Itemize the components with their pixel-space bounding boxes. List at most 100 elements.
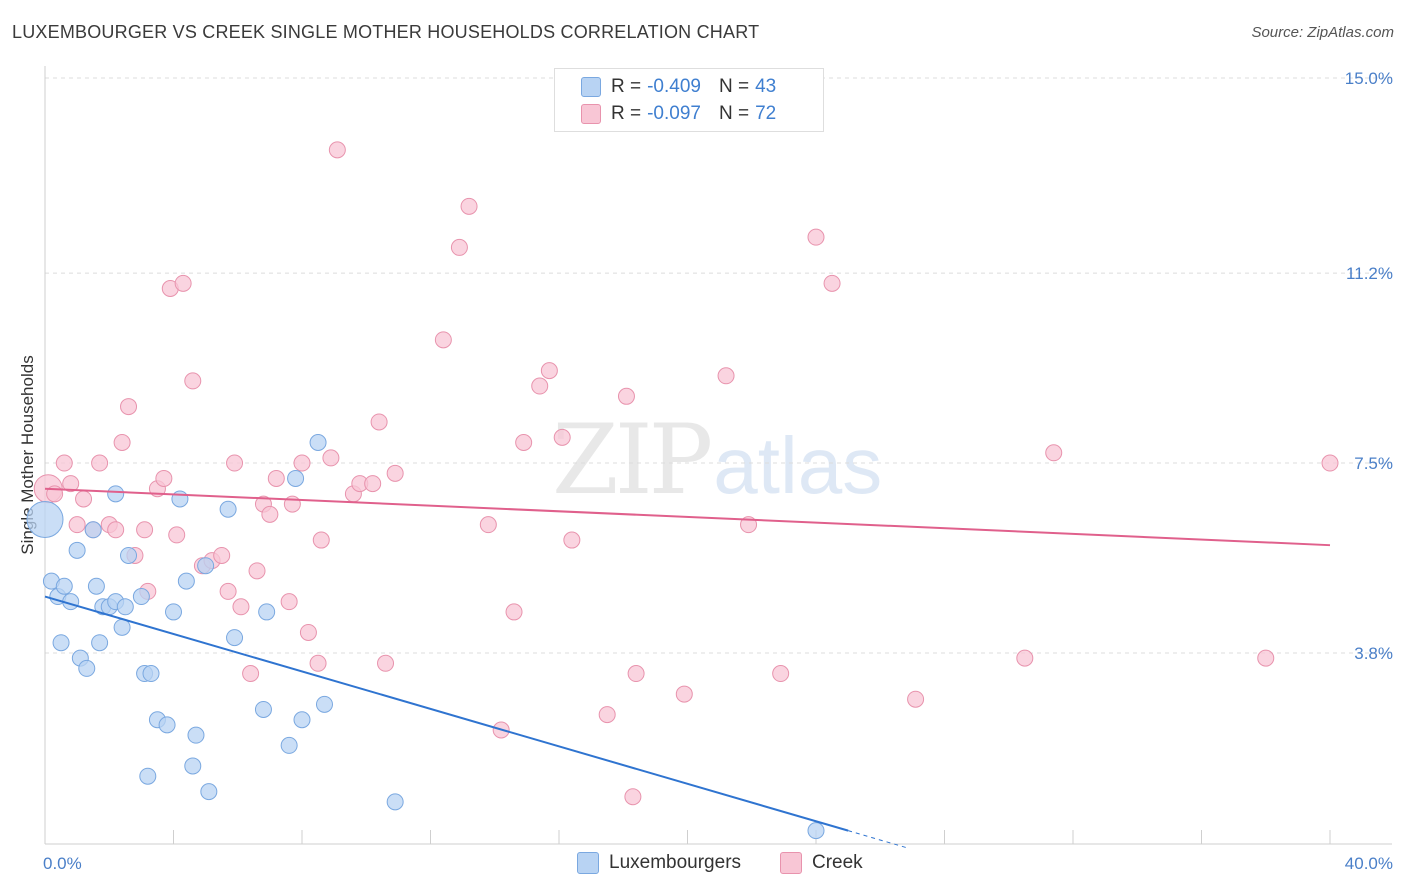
creek-point	[232, 598, 250, 616]
creek-point	[370, 413, 388, 431]
legend-label-luxembourgers: Luxembourgers	[609, 852, 742, 873]
creek-point	[312, 531, 330, 549]
creek-point	[75, 490, 93, 508]
creek-point	[505, 603, 523, 621]
legend-item-creek[interactable]: Creek	[780, 852, 863, 874]
creek-point	[62, 475, 80, 493]
luxembourger-point	[171, 490, 189, 508]
legend-row-luxembourgers: R = -0.409 N = 43	[581, 75, 776, 99]
creek-point	[1321, 454, 1339, 472]
y-tick-label: 3.8%	[1354, 644, 1393, 663]
correlation-legend: R = -0.409 N = 43 R = -0.097 N = 72	[554, 68, 824, 132]
luxembourger-point	[280, 736, 298, 754]
luxembourger-point	[132, 588, 150, 606]
creek-point	[907, 690, 925, 708]
luxembourger-points	[26, 434, 825, 840]
luxembourger-point	[184, 757, 202, 775]
creek-point	[174, 274, 192, 292]
legend-n-value: 72	[755, 103, 777, 124]
creek-point	[309, 654, 327, 672]
creek-point	[364, 475, 382, 493]
creek-trend-line	[44, 487, 1331, 547]
chart-title: LUXEMBOURGER VS CREEK SINGLE MOTHER HOUS…	[12, 22, 760, 42]
creek-point	[184, 372, 202, 390]
trend-lines	[44, 487, 1331, 848]
creek-point	[113, 434, 131, 452]
luxembourger-point	[219, 500, 237, 518]
creek-point	[91, 454, 109, 472]
creek-point	[627, 665, 645, 683]
legend-n-label: N =	[718, 103, 750, 124]
creek-point	[717, 367, 735, 385]
creek-point	[807, 228, 825, 246]
creek-point	[563, 531, 581, 549]
legend-swatch-pink	[581, 104, 601, 124]
legend-label-creek: Creek	[812, 852, 863, 873]
luxembourger-point	[116, 598, 134, 616]
series-legend: Luxembourgers Creek	[0, 852, 1406, 878]
creek-point	[136, 521, 154, 539]
creek-point	[280, 593, 298, 611]
creek-point	[386, 464, 404, 482]
luxembourger-point	[200, 783, 218, 801]
creek-point	[434, 331, 452, 349]
creek-point	[219, 582, 237, 600]
luxembourger-point	[68, 541, 86, 559]
luxembourger-point	[197, 557, 215, 575]
y-tick-label: 11.2%	[1346, 264, 1393, 283]
creek-point	[617, 387, 635, 405]
creek-point	[540, 362, 558, 380]
creek-points	[33, 141, 1339, 806]
luxembourger-point	[84, 521, 102, 539]
luxembourger-point	[807, 822, 825, 840]
luxembourger-point	[55, 577, 73, 595]
creek-point	[823, 274, 841, 292]
creek-point	[248, 562, 266, 580]
legend-r-label: R =	[611, 76, 642, 97]
luxembourger-point	[26, 501, 64, 539]
luxembourger-point	[177, 572, 195, 590]
legend-row-creek: R = -0.097 N = 72	[581, 102, 776, 126]
luxembourger-point	[113, 618, 131, 636]
creek-point	[675, 685, 693, 703]
y-tick-labels: 3.8% 7.5% 11.2% 15.0%	[1345, 69, 1393, 663]
legend-swatch-pink	[780, 852, 802, 874]
source-label[interactable]: Source: ZipAtlas.com	[1251, 24, 1394, 41]
legend-n-label: N =	[718, 76, 750, 97]
creek-point	[68, 516, 86, 534]
legend-r-value: -0.097	[647, 103, 701, 124]
creek-point	[107, 521, 125, 539]
luxembourger-point	[287, 469, 305, 487]
luxembourger-point	[158, 716, 176, 734]
creek-point	[261, 505, 279, 523]
luxembourger-point	[315, 695, 333, 713]
creek-point	[299, 623, 317, 641]
x-tick-label-end: 40.0%	[1345, 854, 1393, 873]
creek-point	[242, 665, 260, 683]
gridlines	[45, 77, 1392, 654]
y-tick-label: 7.5%	[1354, 454, 1393, 473]
creek-point	[624, 788, 642, 806]
luxembourger-point	[165, 603, 182, 621]
luxembourger-point	[226, 629, 244, 647]
creek-point	[213, 546, 231, 564]
creek-point	[377, 654, 395, 672]
creek-point	[267, 469, 285, 487]
creek-point	[328, 141, 346, 159]
luxembourger-point	[120, 546, 138, 564]
creek-point	[322, 449, 340, 467]
creek-point	[55, 454, 73, 472]
luxembourger-point	[107, 485, 125, 503]
luxembourger-point	[293, 711, 311, 729]
luxembourger-trend-line	[44, 595, 849, 832]
luxembourger-point	[78, 659, 96, 677]
creek-point	[168, 526, 186, 544]
axes	[44, 66, 1392, 845]
luxembourger-trend-extension	[847, 830, 907, 848]
legend-item-luxembourgers[interactable]: Luxembourgers	[577, 852, 741, 874]
x-tick-labels: 0.0% 40.0%	[43, 854, 1393, 873]
creek-point	[1045, 444, 1063, 462]
legend-r-value: -0.409	[647, 76, 701, 97]
luxembourger-point	[91, 634, 109, 652]
